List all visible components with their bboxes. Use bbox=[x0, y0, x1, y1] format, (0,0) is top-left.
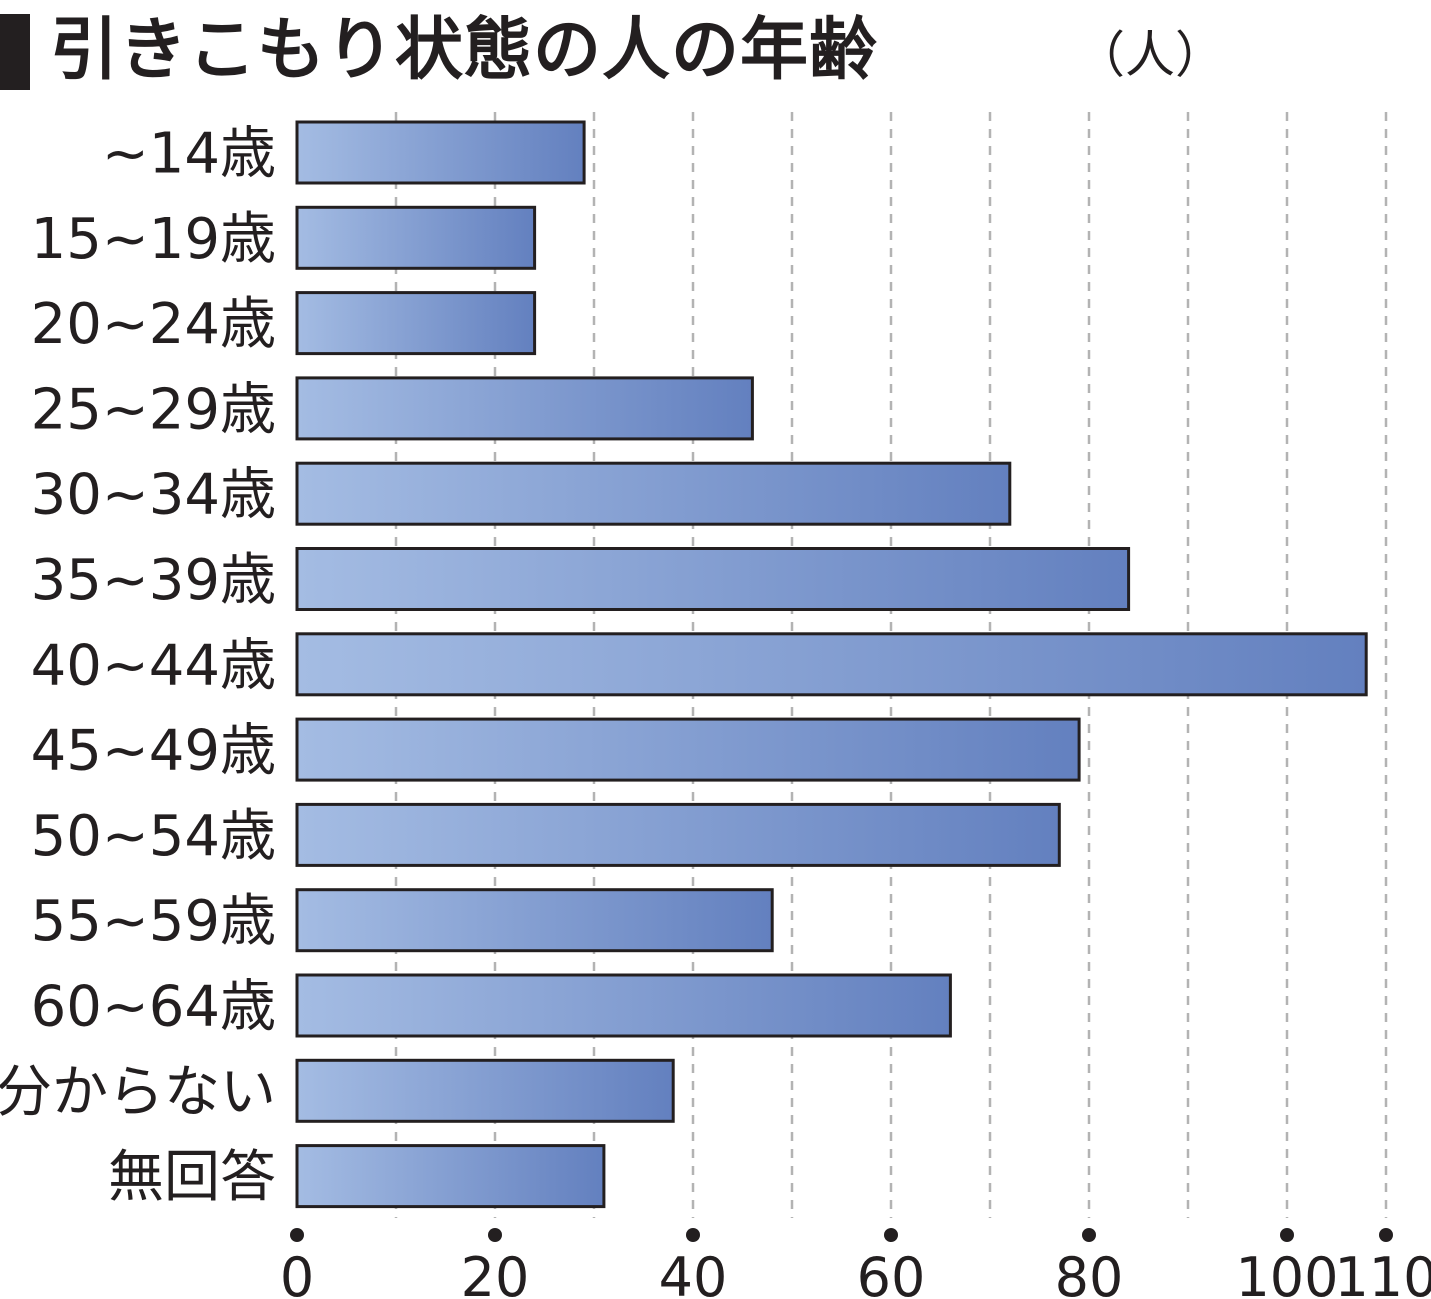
category-label: 15~19歳 bbox=[31, 207, 276, 272]
tick-label: 110 bbox=[1334, 1246, 1431, 1299]
tick-label: 0 bbox=[280, 1246, 314, 1299]
category-label: 20~24歳 bbox=[31, 292, 276, 357]
bar bbox=[295, 376, 754, 441]
tick-label: 80 bbox=[1055, 1246, 1124, 1299]
category-labels: ~14歳 15~19歳 20~24歳 25~29歳 30~34歳 35~39歳 40~44歳… bbox=[0, 122, 276, 1211]
category-label: 55~59歳 bbox=[31, 889, 276, 954]
bar bbox=[295, 632, 1368, 697]
category-label: ~14歳 bbox=[102, 122, 276, 187]
tick-label: 60 bbox=[857, 1246, 926, 1299]
category-label: 分からない bbox=[0, 1060, 276, 1125]
tick-label: 40 bbox=[659, 1246, 728, 1299]
unit-label: （人） bbox=[1075, 26, 1225, 84]
bar bbox=[295, 291, 537, 356]
tick-dot bbox=[290, 1228, 304, 1242]
category-label: 40~44歳 bbox=[31, 633, 276, 698]
bar bbox=[295, 205, 537, 270]
bars bbox=[295, 120, 1368, 1209]
tick-dot bbox=[884, 1228, 898, 1242]
bar bbox=[295, 120, 586, 185]
bar bbox=[295, 973, 952, 1038]
tick-dot bbox=[1082, 1228, 1096, 1242]
tick-label: 20 bbox=[461, 1246, 530, 1299]
tick-dot bbox=[1379, 1228, 1393, 1242]
category-label: 30~34歳 bbox=[31, 463, 276, 528]
category-label: 45~49歳 bbox=[31, 719, 276, 784]
bar bbox=[295, 802, 1061, 867]
bar bbox=[295, 888, 774, 953]
tick-label: 100 bbox=[1235, 1246, 1338, 1299]
category-label: 60~64歳 bbox=[31, 975, 276, 1040]
category-label: 25~29歳 bbox=[31, 377, 276, 442]
category-label: 無回答 bbox=[108, 1145, 276, 1210]
tick-dot bbox=[686, 1228, 700, 1242]
bar bbox=[295, 547, 1131, 611]
category-label: 50~54歳 bbox=[31, 804, 276, 869]
title-marker bbox=[0, 14, 30, 90]
bar bbox=[295, 461, 1012, 526]
chart-title: 引きこもり状態の人の年齢 bbox=[50, 11, 879, 90]
bar bbox=[295, 1144, 606, 1209]
bar bbox=[295, 1058, 675, 1123]
tick-dot bbox=[1280, 1228, 1294, 1242]
category-label: 35~39歳 bbox=[31, 548, 276, 613]
tick-dot bbox=[488, 1228, 502, 1242]
bar bbox=[295, 717, 1081, 782]
